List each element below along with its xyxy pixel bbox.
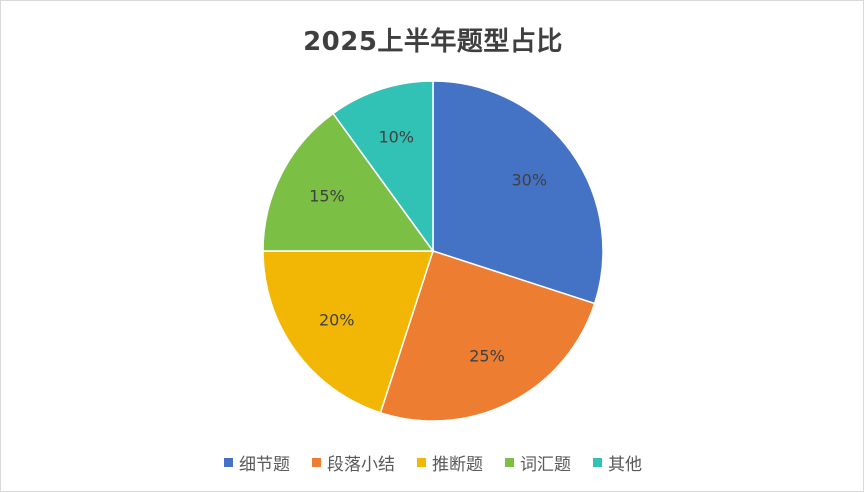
legend-item: 细节题 (224, 450, 290, 475)
chart-legend: 细节题 段落小结 推断题 词汇题 其他 (1, 450, 864, 475)
legend-label: 段落小结 (327, 455, 395, 475)
legend-item: 词汇题 (505, 450, 571, 475)
legend-label: 细节题 (239, 455, 290, 475)
legend-swatch (417, 458, 426, 467)
chart-title: 2025上半年题型占比 (303, 27, 563, 57)
data-label-3: 20% (319, 310, 355, 329)
legend-label: 其他 (608, 455, 642, 475)
pie-slice-3 (262, 250, 435, 414)
data-label-2: 25% (469, 347, 505, 366)
legend-swatch (224, 458, 233, 467)
pie-slice-2 (379, 250, 596, 422)
legend-item: 其他 (593, 450, 642, 475)
pie-slice-5 (332, 80, 434, 254)
legend-item: 推断题 (417, 450, 483, 475)
legend-swatch (312, 458, 321, 467)
data-label-5: 10% (378, 127, 414, 146)
legend-swatch (505, 458, 514, 467)
pie-slices (262, 80, 604, 422)
legend-label: 推断题 (432, 455, 483, 475)
legend-item: 段落小结 (312, 450, 395, 475)
legend-label: 词汇题 (520, 455, 571, 475)
pie-slice-1 (432, 80, 604, 305)
legend-swatch (593, 458, 602, 467)
data-label-4: 15% (309, 186, 345, 205)
pie-data-labels: 30% 25% 20% 15% 10% (309, 127, 547, 365)
pie-slice-4 (262, 112, 435, 252)
data-label-1: 30% (511, 171, 547, 190)
